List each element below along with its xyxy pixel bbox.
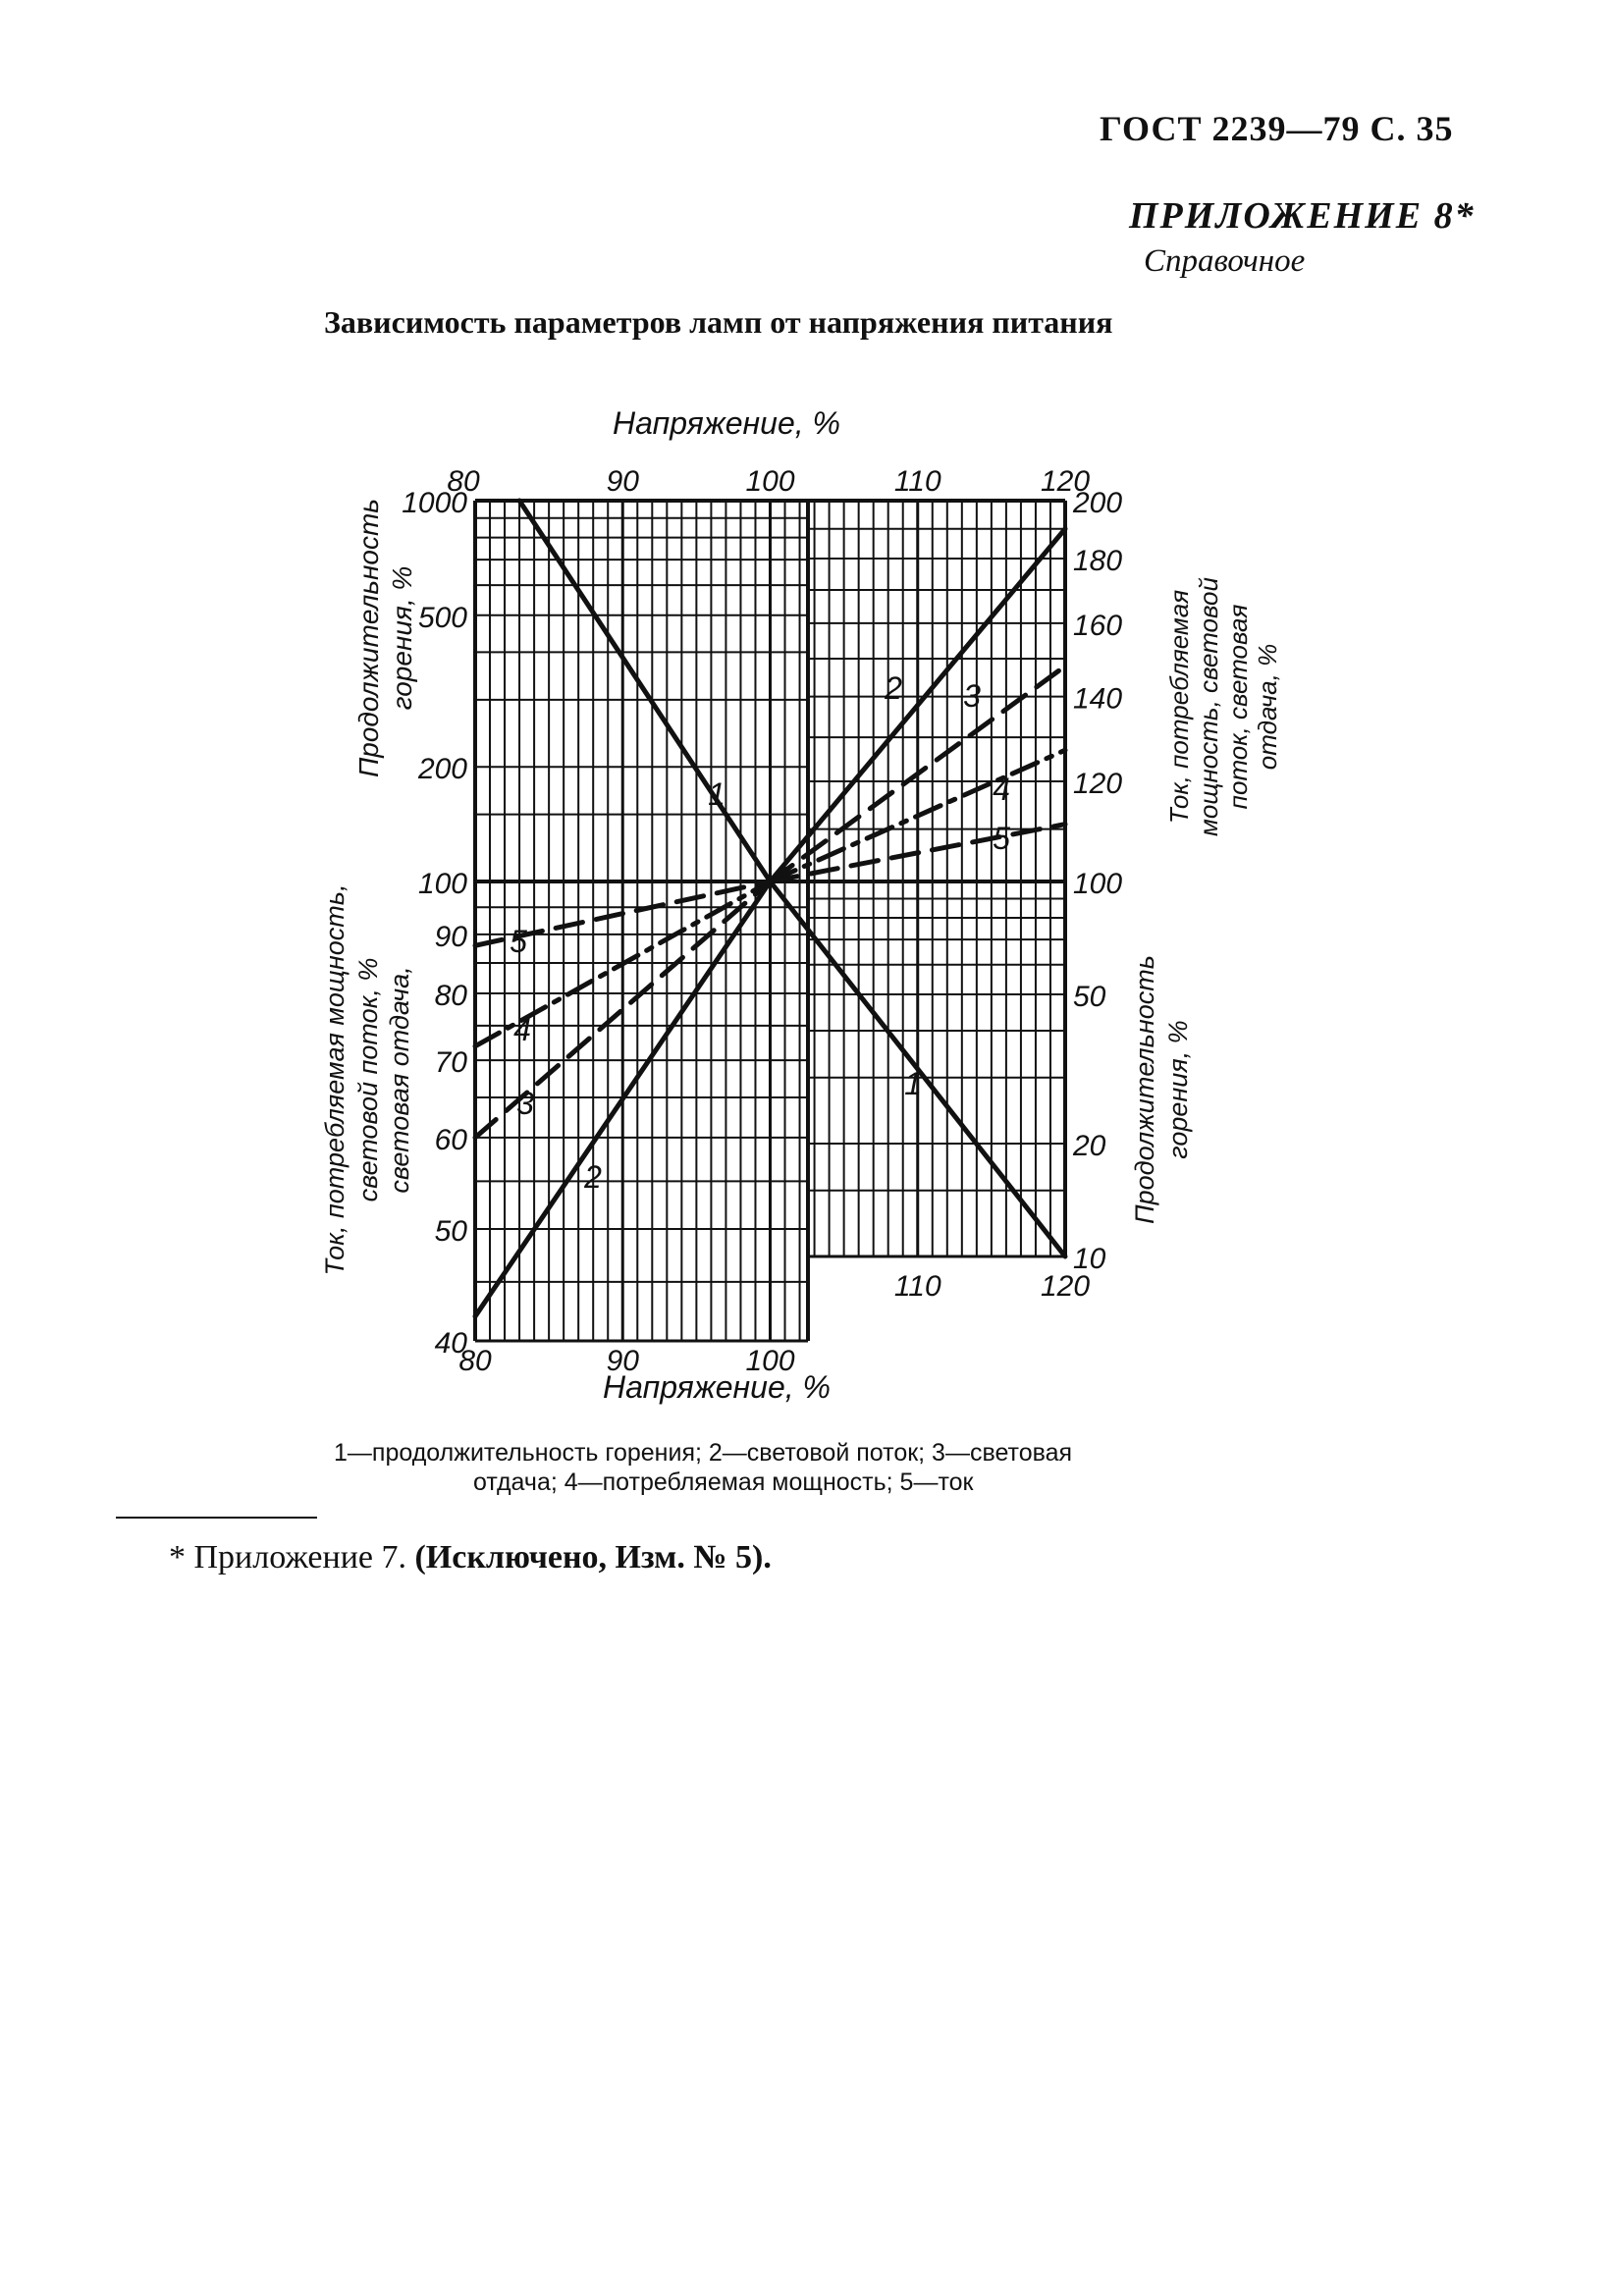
x-axis-title-top: Напряжение, % bbox=[613, 405, 840, 441]
svg-text:горения, %: горения, % bbox=[1163, 1020, 1193, 1158]
svg-text:Ток, потребляемая мощность,: Ток, потребляемая мощность, bbox=[320, 884, 349, 1276]
series-5-label: 5 bbox=[510, 924, 527, 959]
svg-text:световая отдача,: световая отдача, bbox=[385, 966, 414, 1193]
y-tick-left-lower: 60 bbox=[435, 1124, 468, 1156]
x-tick-bottom: 80 bbox=[458, 1345, 492, 1377]
x-tick-top: 120 bbox=[1041, 465, 1090, 498]
y-tick-right-upper: 160 bbox=[1073, 610, 1122, 642]
svg-text:Ток, потребляемая: Ток, потребляемая bbox=[1164, 590, 1194, 824]
y-tick-right-upper: 100 bbox=[1073, 868, 1122, 900]
x-tick-bottom: 90 bbox=[607, 1345, 640, 1377]
y-tick-left-lower: 80 bbox=[435, 980, 468, 1012]
series-4-label: 4 bbox=[993, 772, 1010, 807]
left-lower-axis-title: Ток, потребляемая мощность, световой пот… bbox=[320, 884, 414, 1276]
series-4-line bbox=[472, 879, 773, 1049]
document-header: ГОСТ 2239—79 С. 35 bbox=[1100, 109, 1454, 148]
svg-text:горения, %: горения, % bbox=[387, 566, 417, 711]
y-tick-right-upper: 120 bbox=[1073, 768, 1122, 800]
series-2-label: 2 bbox=[583, 1159, 602, 1195]
figure-title: Зависимость параметров ламп от напряжени… bbox=[324, 304, 1113, 340]
series-2-line bbox=[768, 526, 1068, 884]
y-tick-right-upper: 180 bbox=[1073, 545, 1122, 577]
x-tick-bottom-right: 120 bbox=[1041, 1270, 1090, 1303]
x-tick-bottom: 100 bbox=[745, 1345, 794, 1377]
figure-caption-line-2: отдача; 4—потребляемая мощность; 5—ток bbox=[473, 1468, 974, 1496]
y-tick-right-upper: 200 bbox=[1072, 487, 1122, 519]
svg-text:Продолжительность: Продолжительность bbox=[353, 499, 384, 777]
figure-caption-line-1: 1—продолжительность горения; 2—световой … bbox=[334, 1439, 1073, 1467]
footnote-separator bbox=[116, 1517, 317, 1519]
x-tick-top: 100 bbox=[745, 465, 794, 498]
x-tick-top: 90 bbox=[607, 465, 640, 498]
svg-text:поток, световая: поток, световая bbox=[1223, 605, 1253, 810]
left-upper-axis-title: Продолжительность горения, % bbox=[353, 499, 417, 777]
footnote-note: (Исключено, Изм. № 5). bbox=[414, 1539, 772, 1575]
x-axis-title-bottom: Напряжение, % bbox=[603, 1369, 831, 1405]
y-tick-left-upper: 100 bbox=[418, 868, 467, 900]
chart-grid bbox=[473, 499, 1067, 1343]
y-tick-left-upper: 500 bbox=[418, 602, 467, 634]
y-tick-left-lower: 50 bbox=[435, 1215, 468, 1248]
series-3-line bbox=[768, 664, 1068, 884]
right-upper-axis-title: Ток, потребляемая мощность, световой пот… bbox=[1164, 577, 1282, 836]
y-tick-right-upper: 140 bbox=[1073, 683, 1122, 716]
x-tick-top: 80 bbox=[447, 465, 480, 498]
series-5-label: 5 bbox=[993, 821, 1010, 856]
series-4-label: 4 bbox=[513, 1012, 531, 1047]
series-2-line bbox=[472, 879, 773, 1319]
series-2-label: 2 bbox=[884, 670, 902, 706]
series-5-line bbox=[768, 822, 1068, 884]
chart-series: 1 1 2 2 3 3 4 4 5 5 bbox=[472, 498, 1068, 1319]
series-3-line bbox=[472, 879, 773, 1141]
appendix-title: ПРИЛОЖЕНИЕ 8* bbox=[1129, 195, 1476, 237]
appendix-subtitle: Справочное bbox=[1144, 243, 1306, 279]
nomogram-chart: 1 1 2 2 3 3 4 4 5 5 80 90 100 110 120 80 90 100 110 120 100… bbox=[320, 405, 1282, 1405]
y-tick-left-upper: 1000 bbox=[402, 487, 467, 519]
series-4-line bbox=[768, 747, 1068, 884]
y-tick-right-lower: 10 bbox=[1073, 1243, 1106, 1275]
svg-text:световой поток, %: световой поток, % bbox=[353, 958, 383, 1202]
svg-text:отдача, %: отдача, % bbox=[1253, 644, 1282, 770]
series-1-line bbox=[768, 879, 1068, 1259]
footnote: * Приложение 7. (Исключено, Изм. № 5). bbox=[169, 1539, 772, 1576]
series-1-label: 1 bbox=[904, 1066, 922, 1101]
svg-text:Продолжительность: Продолжительность bbox=[1130, 955, 1159, 1224]
x-tick-bottom-right: 110 bbox=[894, 1270, 941, 1303]
series-1-label: 1 bbox=[708, 776, 725, 812]
y-tick-left-lower: 70 bbox=[435, 1046, 468, 1079]
series-3-label: 3 bbox=[963, 678, 981, 714]
footnote-prefix: * Приложение 7. bbox=[169, 1539, 406, 1575]
svg-text:мощность, световой: мощность, световой bbox=[1194, 577, 1223, 836]
series-3-label: 3 bbox=[516, 1086, 534, 1121]
y-tick-left-lower: 90 bbox=[435, 921, 468, 953]
series-5-line bbox=[472, 879, 773, 948]
y-tick-right-lower: 20 bbox=[1072, 1130, 1106, 1162]
right-lower-axis-title: Продолжительность горения, % bbox=[1130, 955, 1193, 1224]
y-tick-left-lower: 40 bbox=[435, 1327, 468, 1360]
y-tick-right-lower: 50 bbox=[1073, 981, 1106, 1013]
x-tick-top: 110 bbox=[894, 465, 941, 498]
y-tick-left-upper: 200 bbox=[417, 753, 467, 785]
series-1-line bbox=[516, 498, 773, 884]
